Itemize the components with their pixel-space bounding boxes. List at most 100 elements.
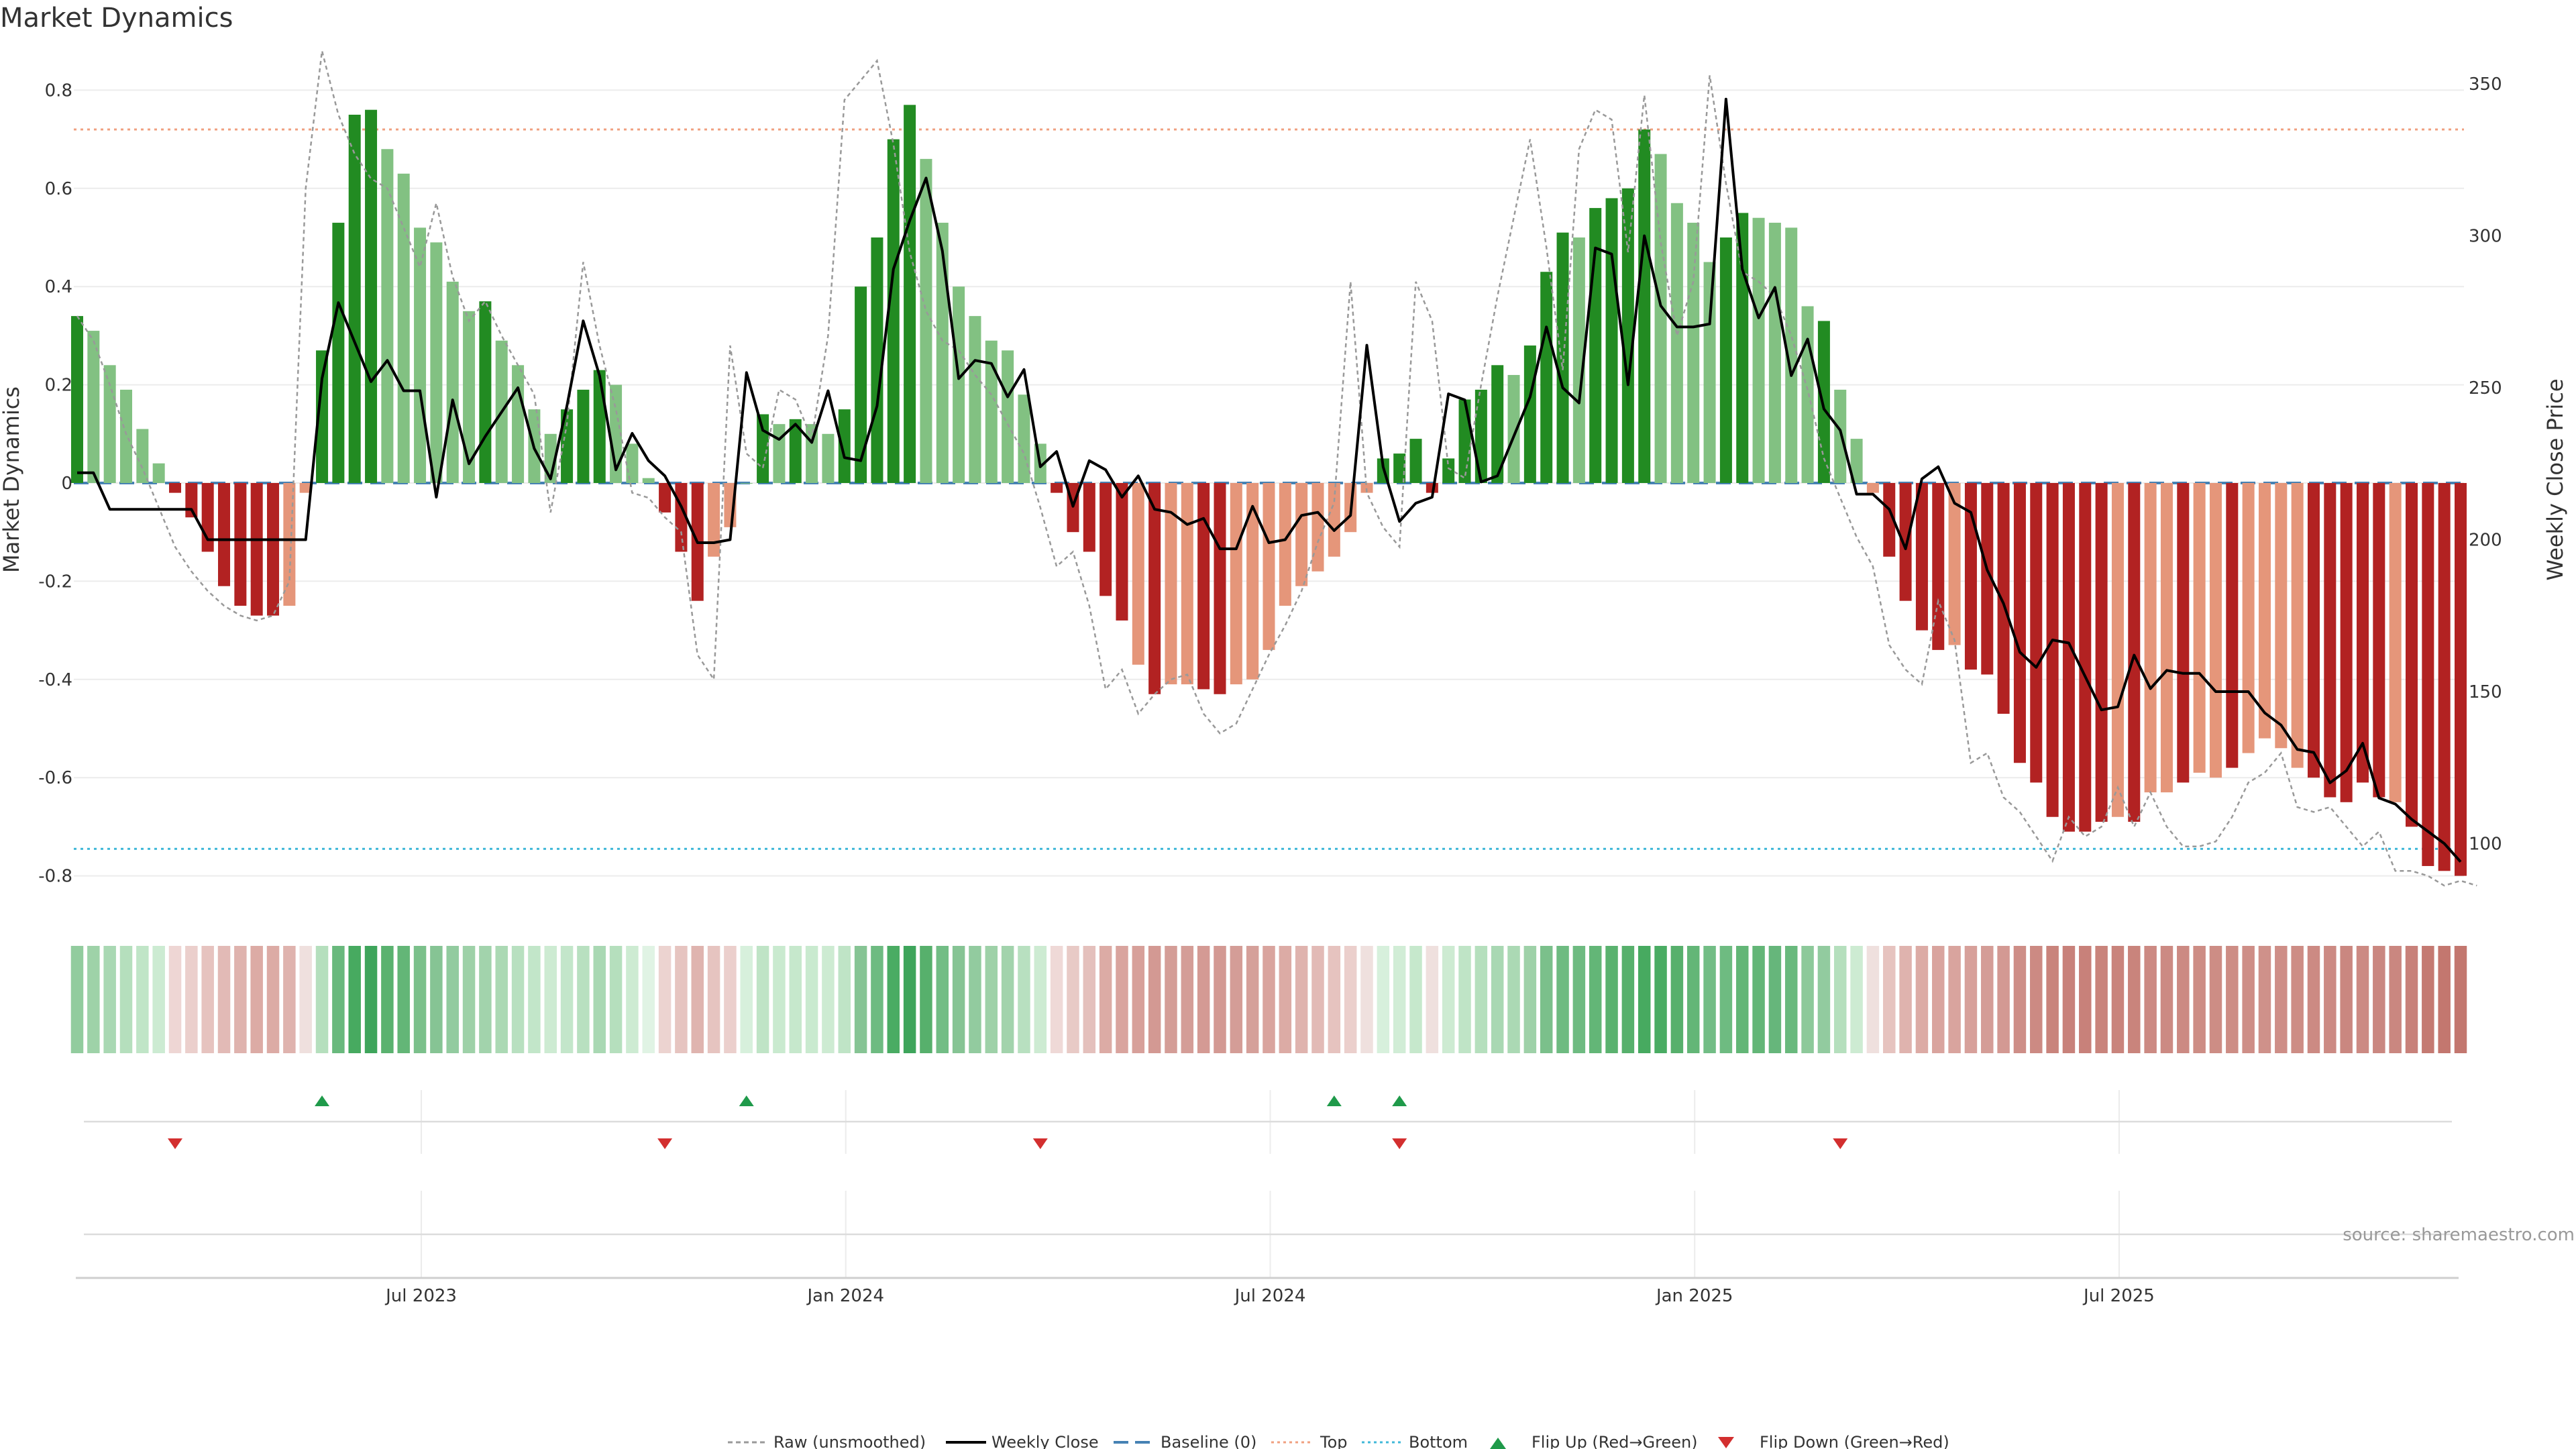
y2-tick-label: 200 (2469, 531, 2502, 551)
heat-cell (266, 946, 280, 1053)
heat-cell (1621, 946, 1635, 1053)
bar (2226, 483, 2239, 768)
heat-cell (2438, 946, 2451, 1053)
bar (1670, 203, 1683, 483)
bar (446, 281, 459, 483)
heat-cell (985, 946, 998, 1053)
bar (887, 139, 900, 484)
y-tick-label: -0.4 (38, 670, 72, 690)
legend-flip-up-label: Flip Up (Red→Green) (1532, 1433, 1698, 1449)
bar (822, 433, 835, 483)
heat-cell (2389, 946, 2402, 1053)
flip-panel (84, 1090, 2452, 1154)
heat-cell (479, 946, 492, 1053)
heat-cell (1752, 946, 1765, 1053)
heat-cell (952, 946, 965, 1053)
heat-cell (2373, 946, 2385, 1053)
heat-cell (2422, 946, 2434, 1053)
heat-cell (2095, 946, 2108, 1053)
bar (1116, 483, 1128, 621)
bar (1311, 483, 1324, 572)
heat-cell (1523, 946, 1537, 1053)
bar (1703, 262, 1716, 483)
heat-cell (299, 946, 312, 1053)
heat-cell (1801, 946, 1814, 1053)
bar (1018, 394, 1030, 483)
heat-cell (658, 946, 672, 1053)
heat-cell (724, 946, 737, 1053)
y-tick-label: -0.6 (38, 768, 72, 788)
heat-cell (1866, 946, 1880, 1053)
legend-flip-up-icon (1490, 1438, 1506, 1449)
bar (1785, 227, 1798, 483)
heat-cell (2258, 946, 2271, 1053)
heat-cell (2160, 946, 2174, 1053)
bar (283, 483, 296, 606)
heat-cell (2242, 946, 2255, 1053)
bar (2340, 483, 2353, 802)
heat-cell (1981, 946, 1994, 1053)
bar (1474, 389, 1487, 483)
legend: Raw (unsmoothed) Weekly Close Baseline (… (728, 1433, 1949, 1449)
chart-title: Market Dynamics (0, 3, 233, 34)
bar (2389, 483, 2402, 802)
bar (201, 483, 214, 552)
bar (1654, 154, 1667, 483)
heat-cell (1148, 946, 1161, 1053)
bar (299, 483, 312, 493)
heat-cell (2226, 946, 2239, 1053)
heat-cell (1540, 946, 1553, 1053)
heat-cell (2193, 946, 2206, 1053)
heat-cell (1311, 946, 1324, 1053)
heat-cell (462, 946, 476, 1053)
bar (1214, 483, 1226, 694)
bar (1621, 188, 1634, 483)
y-axis-label: Market Dynamics (0, 386, 24, 573)
bar (169, 483, 182, 493)
bar (218, 483, 231, 586)
bar (561, 409, 574, 483)
flip-up-marker (1326, 1095, 1342, 1106)
heat-cell (1507, 946, 1520, 1053)
bar (2307, 483, 2320, 778)
bar (659, 483, 672, 513)
heat-cell (805, 946, 818, 1053)
bar (152, 463, 165, 483)
heat-cell (2128, 946, 2141, 1053)
heat-cell (2356, 946, 2369, 1053)
heat-cell (136, 946, 149, 1053)
bar (773, 424, 786, 483)
bar (414, 227, 427, 483)
heat-cell (544, 946, 557, 1053)
heat-cell (332, 946, 345, 1053)
bar (1360, 483, 1373, 493)
heat-cell (2291, 946, 2304, 1053)
bar (512, 365, 525, 483)
bar (871, 237, 883, 483)
bar (789, 419, 802, 483)
bar (348, 115, 361, 483)
bar (740, 483, 753, 484)
bar (1817, 321, 1830, 483)
heat-cell (626, 946, 639, 1053)
bar (1915, 483, 1928, 631)
heat-cell (511, 946, 525, 1053)
heat-cell (1703, 946, 1716, 1053)
bar (136, 429, 149, 483)
x-tick-label: Jan 2024 (806, 1286, 885, 1306)
y-tick-label: -0.2 (38, 572, 72, 592)
bar (463, 311, 476, 483)
bar (1556, 232, 1569, 483)
heat-cell (1295, 946, 1308, 1053)
flip-down-marker (1392, 1138, 1407, 1149)
bar (2258, 483, 2271, 739)
heat-cell (936, 946, 949, 1053)
bar (2079, 483, 2092, 832)
heat-cell (1099, 946, 1112, 1053)
heat-cell (2062, 946, 2076, 1053)
y-tick-label: 0.2 (45, 376, 72, 396)
heat-cell (1915, 946, 1929, 1053)
legend-flip-down-label: Flip Down (Green→Red) (1760, 1433, 1949, 1449)
bar (397, 173, 410, 483)
bar (2160, 483, 2173, 793)
